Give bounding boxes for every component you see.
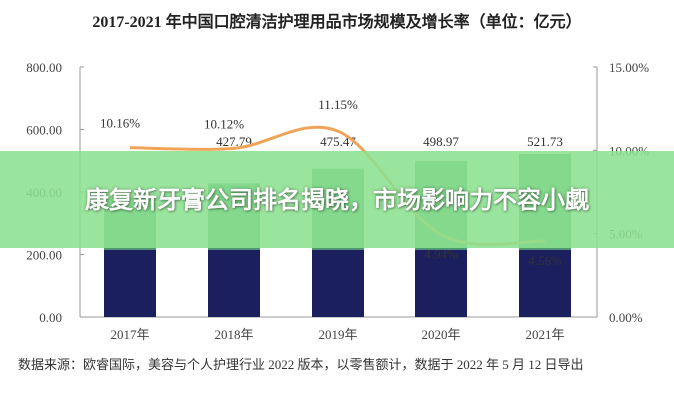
left-tick-label: 0.00 [39, 310, 62, 325]
bar-lower [208, 249, 260, 317]
line-value-label: 4.56% [528, 253, 562, 268]
right-tick-label: 15.00% [609, 60, 649, 75]
bar-lower [312, 249, 364, 317]
bar-lower [519, 249, 571, 317]
left-tick-label: 600.00 [26, 123, 62, 138]
x-tick-label: 2018年 [214, 327, 253, 342]
right-tick-label: 0.00% [609, 310, 643, 325]
line-value-label: 4.94% [424, 247, 458, 262]
x-tick-label: 2017年 [110, 327, 149, 342]
left-tick-label: 200.00 [26, 248, 62, 263]
bar-value-label: 498.97 [423, 134, 459, 149]
line-value-label: 11.15% [318, 97, 358, 112]
bar-value-label: 521.73 [527, 134, 563, 149]
headline-banner: 康复新牙膏公司排名揭晓，市场影响力不容小觑 [0, 151, 674, 248]
bar-value-label: 427.79 [216, 134, 252, 149]
x-tick-label: 2020年 [421, 327, 460, 342]
bar-lower [104, 249, 156, 317]
chart-title: 2017-2021 年中国口腔清洁护理用品市场规模及增长率（单位：亿元） [92, 14, 582, 31]
line-value-label: 10.16% [100, 116, 140, 131]
x-tick-label: 2019年 [318, 327, 357, 342]
bar-value-label: 475.47 [320, 134, 356, 149]
x-tick-label: 2021年 [525, 327, 564, 342]
headline-text: 康复新牙膏公司排名揭晓，市场影响力不容小觑 [85, 185, 589, 214]
source-note: 数据来源：欧睿国际，美容与个人护理行业 2022 版本，以零售额计，数据于 20… [18, 357, 584, 372]
line-value-label: 10.12% [204, 116, 244, 131]
bar-lower [415, 249, 467, 317]
left-tick-label: 800.00 [26, 60, 62, 75]
